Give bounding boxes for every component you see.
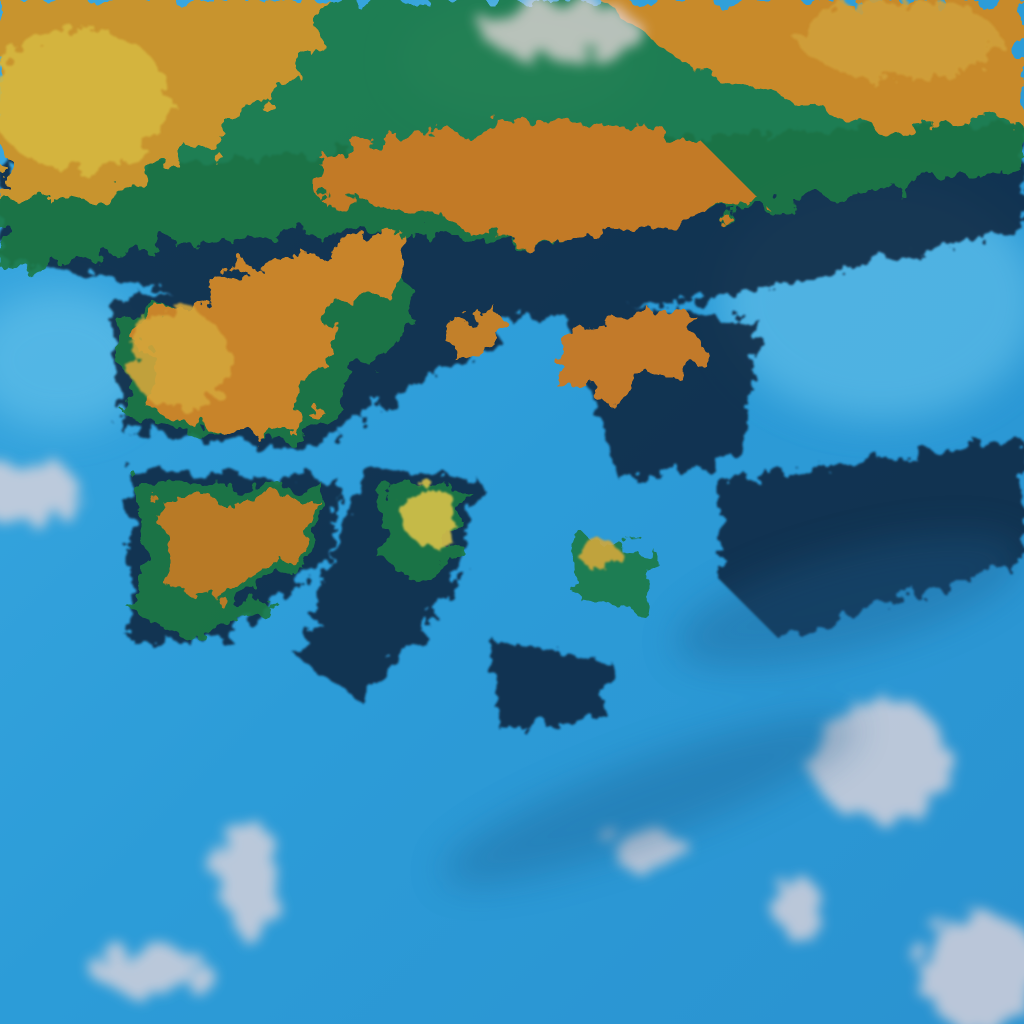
land-yellow xyxy=(0,0,1000,569)
cloud-shadows xyxy=(442,532,1024,885)
